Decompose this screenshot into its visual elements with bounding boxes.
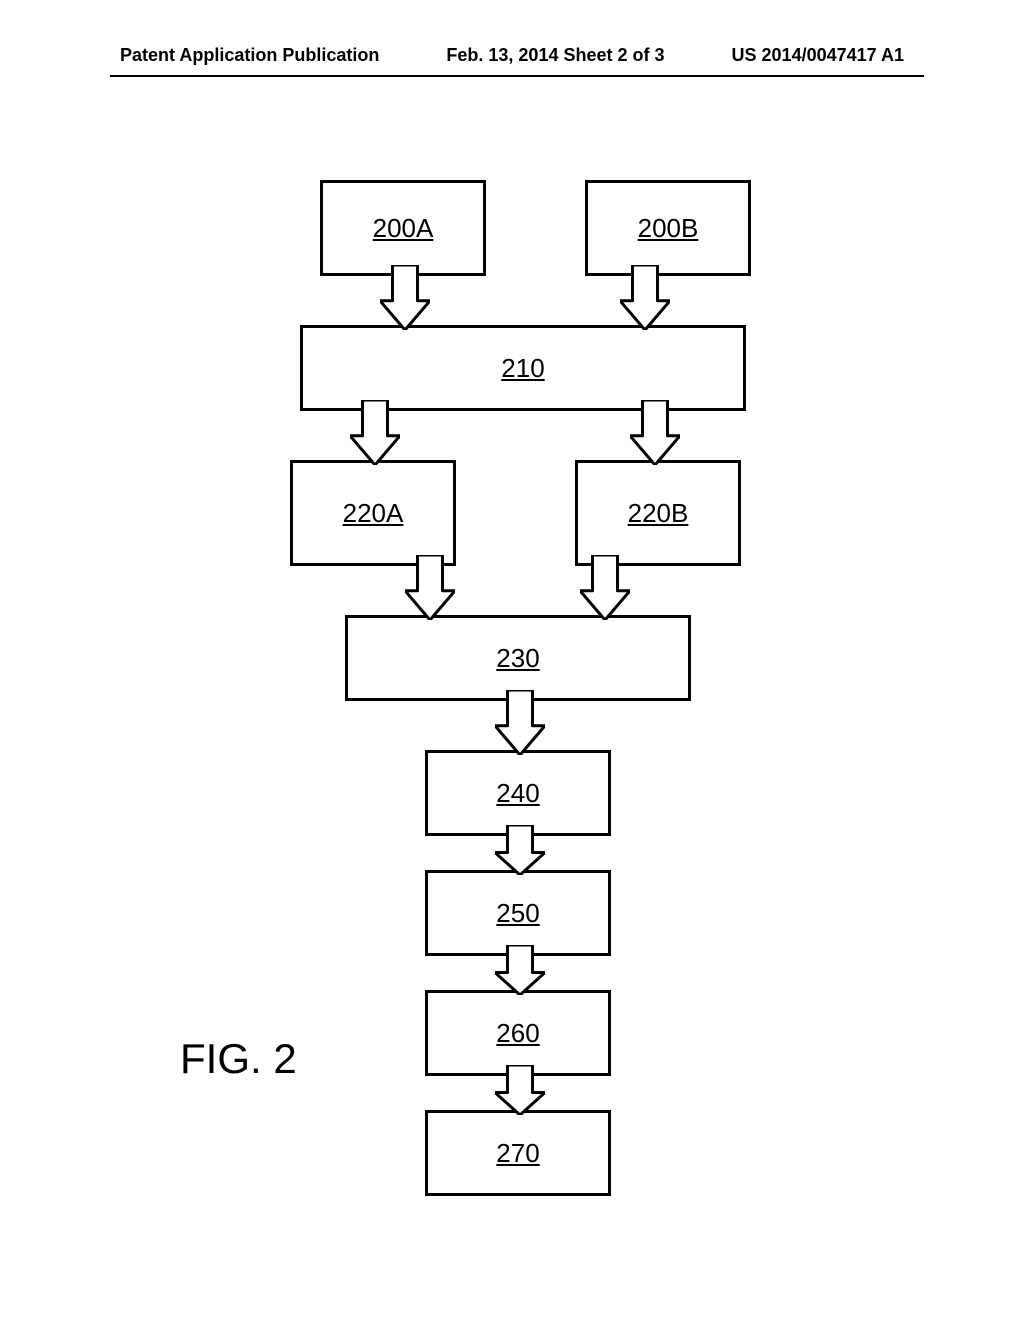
figure-label: FIG. 2 (180, 1035, 297, 1083)
flowchart-arrow-210-220B (630, 400, 680, 465)
flowchart-node-260: 260 (425, 990, 611, 1076)
flowchart-arrow-240-250 (495, 825, 545, 875)
header-left: Patent Application Publication (120, 45, 379, 66)
flowchart-arrow-220B-230 (580, 555, 630, 620)
flowchart-arrow-210-220A (350, 400, 400, 465)
flowchart-arrow-260-270 (495, 1065, 545, 1115)
flowchart-node-200A: 200A (320, 180, 486, 276)
flowchart-arrow-220A-230 (405, 555, 455, 620)
flowchart-node-210: 210 (300, 325, 746, 411)
flowchart-node-240: 240 (425, 750, 611, 836)
flowchart-node-250: 250 (425, 870, 611, 956)
flowchart-node-220B: 220B (575, 460, 741, 566)
flowchart-arrow-200B-210 (620, 265, 670, 330)
flowchart-node-270: 270 (425, 1110, 611, 1196)
flowchart-arrow-200A-210 (380, 265, 430, 330)
flowchart-arrow-250-260 (495, 945, 545, 995)
flowchart-node-230: 230 (345, 615, 691, 701)
header-center: Feb. 13, 2014 Sheet 2 of 3 (446, 45, 664, 66)
flowchart-arrow-230-240 (495, 690, 545, 755)
header-right: US 2014/0047417 A1 (732, 45, 904, 66)
flowchart-node-200B: 200B (585, 180, 751, 276)
page-header: Patent Application Publication Feb. 13, … (0, 45, 1024, 66)
header-rule (110, 75, 924, 77)
flowchart-node-220A: 220A (290, 460, 456, 566)
